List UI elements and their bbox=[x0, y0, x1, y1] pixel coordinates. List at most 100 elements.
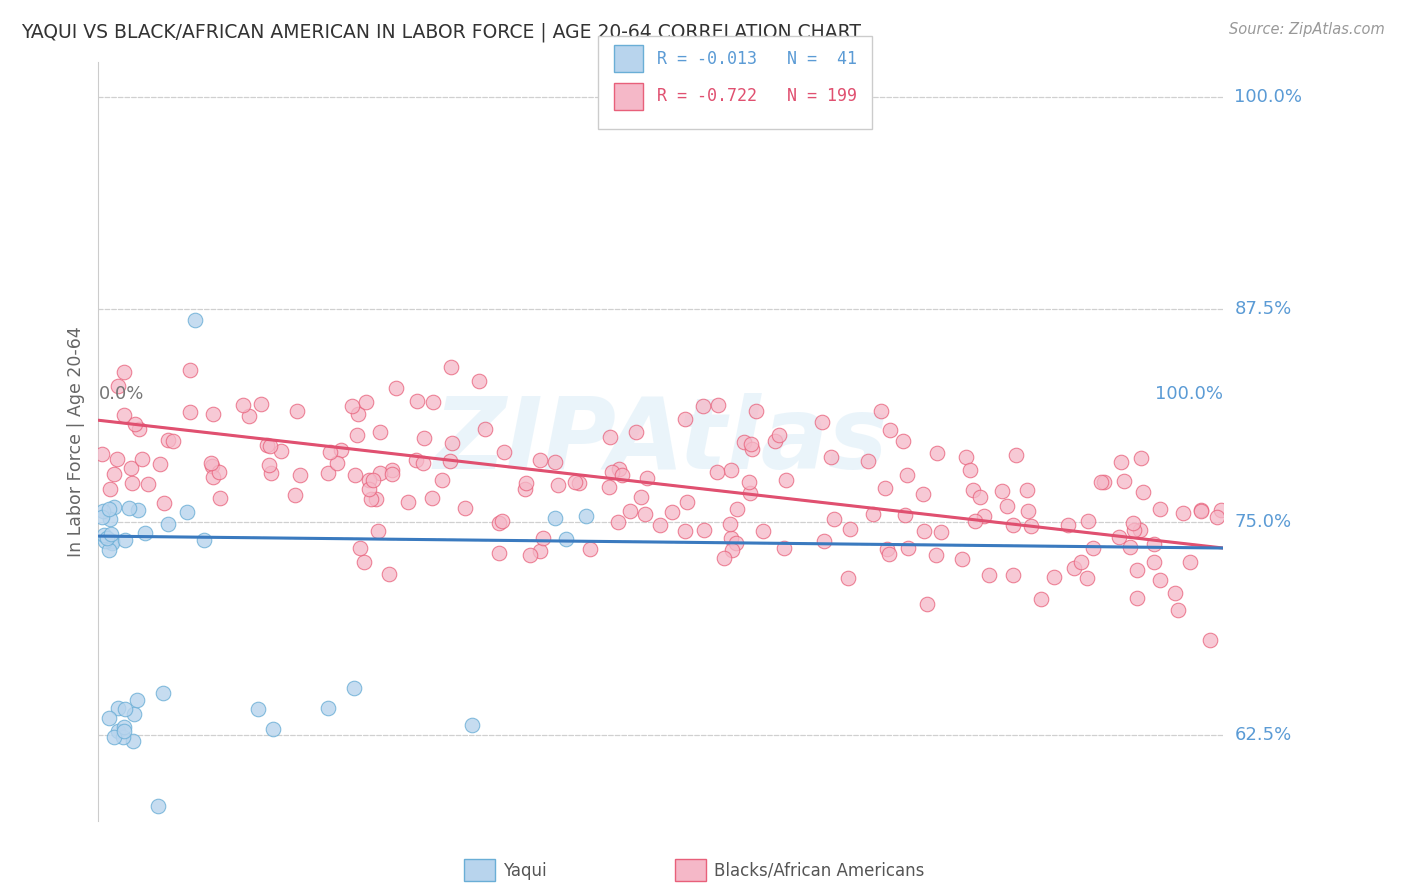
Point bbox=[820, 450, 842, 465]
Point bbox=[359, 473, 381, 487]
Point bbox=[661, 505, 683, 519]
Text: 100.0%: 100.0% bbox=[1234, 87, 1302, 105]
Point bbox=[720, 531, 742, 545]
Point bbox=[969, 490, 991, 504]
Point bbox=[1126, 563, 1149, 577]
Point bbox=[232, 398, 254, 412]
Point bbox=[367, 524, 389, 538]
Point bbox=[111, 730, 134, 744]
Point bbox=[1149, 573, 1171, 587]
Point bbox=[468, 374, 491, 388]
Point bbox=[353, 555, 375, 569]
Point bbox=[693, 523, 716, 537]
Point bbox=[891, 434, 914, 448]
Point bbox=[284, 488, 307, 502]
Point bbox=[876, 542, 898, 557]
Point bbox=[927, 446, 949, 460]
Point bbox=[439, 454, 461, 468]
Point bbox=[346, 428, 368, 442]
Point bbox=[93, 528, 115, 542]
Point bbox=[1171, 506, 1194, 520]
Point bbox=[127, 502, 149, 516]
Point bbox=[619, 503, 641, 517]
Point bbox=[1005, 448, 1028, 462]
Point bbox=[238, 409, 260, 423]
Point bbox=[544, 455, 567, 469]
Point bbox=[378, 566, 401, 581]
Point bbox=[1057, 517, 1080, 532]
Point bbox=[136, 477, 159, 491]
Point bbox=[98, 711, 121, 725]
Point bbox=[894, 508, 917, 522]
Point bbox=[96, 531, 118, 545]
Point bbox=[1191, 504, 1213, 518]
Point bbox=[738, 486, 761, 500]
Point bbox=[262, 722, 284, 736]
Point bbox=[1029, 591, 1052, 606]
Point bbox=[725, 501, 748, 516]
Point bbox=[157, 516, 180, 531]
Point bbox=[1149, 502, 1171, 516]
Point bbox=[1129, 523, 1152, 537]
Point bbox=[319, 445, 342, 459]
Point bbox=[877, 547, 900, 561]
Point bbox=[879, 423, 901, 437]
Point bbox=[823, 511, 845, 525]
Point bbox=[962, 483, 984, 497]
Text: 75.0%: 75.0% bbox=[1234, 514, 1292, 532]
Point bbox=[127, 693, 149, 707]
Point bbox=[107, 700, 129, 714]
Point bbox=[176, 505, 198, 519]
Point bbox=[200, 458, 222, 473]
Point bbox=[606, 515, 628, 529]
Point bbox=[247, 702, 270, 716]
Point bbox=[488, 516, 510, 530]
Point bbox=[1206, 509, 1229, 524]
Point bbox=[270, 444, 292, 458]
Point bbox=[1211, 503, 1233, 517]
Point bbox=[745, 404, 768, 418]
Text: YAQUI VS BLACK/AFRICAN AMERICAN IN LABOR FORCE | AGE 20-64 CORRELATION CHART: YAQUI VS BLACK/AFRICAN AMERICAN IN LABOR… bbox=[21, 22, 860, 42]
Point bbox=[326, 456, 349, 470]
Text: ZIPAtlas: ZIPAtlas bbox=[433, 393, 889, 490]
Point bbox=[675, 495, 697, 509]
Point bbox=[91, 509, 114, 524]
Point bbox=[179, 363, 201, 377]
Point bbox=[636, 471, 658, 485]
Point bbox=[915, 597, 938, 611]
Point bbox=[911, 487, 934, 501]
Point bbox=[405, 394, 427, 409]
Point bbox=[1164, 586, 1187, 600]
Point bbox=[103, 467, 125, 481]
Point bbox=[775, 473, 797, 487]
Point bbox=[1017, 504, 1039, 518]
Point bbox=[515, 482, 537, 496]
Text: Source: ZipAtlas.com: Source: ZipAtlas.com bbox=[1229, 22, 1385, 37]
Point bbox=[768, 428, 790, 442]
Point bbox=[288, 468, 311, 483]
Point bbox=[112, 720, 135, 734]
Point bbox=[519, 549, 541, 563]
Point bbox=[114, 702, 136, 716]
Point bbox=[149, 457, 172, 471]
Point bbox=[624, 425, 647, 439]
Point bbox=[98, 512, 121, 526]
Point bbox=[724, 536, 747, 550]
Text: 100.0%: 100.0% bbox=[1156, 384, 1223, 402]
Point bbox=[600, 466, 623, 480]
Point bbox=[316, 466, 339, 480]
Point bbox=[360, 491, 382, 506]
Point bbox=[531, 532, 554, 546]
Point bbox=[870, 403, 893, 417]
Text: 0.0%: 0.0% bbox=[98, 384, 143, 402]
Point bbox=[343, 681, 366, 696]
Point bbox=[405, 452, 427, 467]
Point bbox=[260, 466, 283, 480]
Point bbox=[837, 571, 859, 585]
Point bbox=[955, 450, 977, 464]
Point bbox=[285, 404, 308, 418]
Point bbox=[461, 718, 484, 732]
Point bbox=[1076, 571, 1098, 585]
Point bbox=[673, 412, 696, 426]
Point bbox=[979, 567, 1001, 582]
